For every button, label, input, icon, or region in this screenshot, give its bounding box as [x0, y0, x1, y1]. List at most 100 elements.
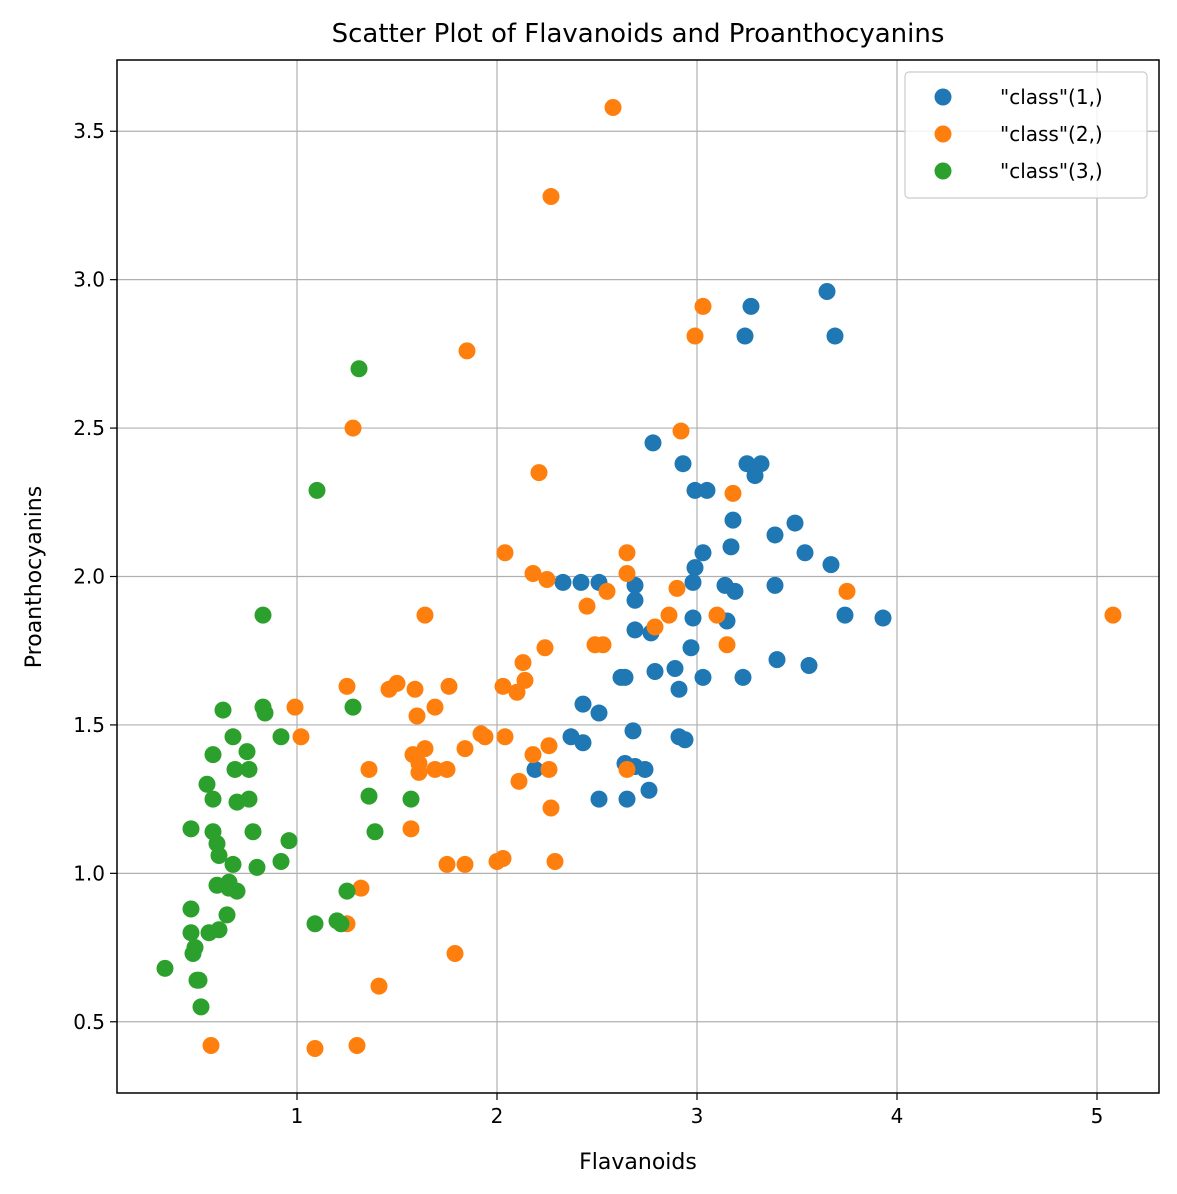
data-point [406, 680, 424, 698]
data-point [200, 924, 218, 942]
y-tick-label: 1.5 [73, 713, 105, 737]
data-point [818, 283, 836, 301]
data-point [360, 760, 378, 778]
legend: "class"(1,) "class"(2,) "class"(3,) [904, 71, 1148, 199]
data-point [684, 609, 702, 627]
data-point [280, 832, 298, 850]
data-point [402, 790, 420, 808]
data-point [380, 680, 398, 698]
data-point [540, 737, 558, 755]
data-point [508, 683, 526, 701]
data-point [694, 297, 712, 315]
y-tick-label: 2.5 [73, 416, 105, 440]
data-point [256, 704, 274, 722]
data-point [426, 760, 444, 778]
data-point [476, 728, 494, 746]
data-point [1104, 606, 1122, 624]
data-point [618, 790, 636, 808]
data-point [338, 882, 356, 900]
data-point [272, 852, 290, 870]
y-tick-label: 3.5 [73, 119, 105, 143]
legend-label: "class"(2,) [1000, 122, 1103, 146]
x-tick-label: 1 [291, 1104, 304, 1128]
legend-marker [934, 162, 952, 180]
data-point [694, 668, 712, 686]
data-point [800, 657, 818, 675]
data-point [646, 662, 664, 680]
data-point [438, 855, 456, 873]
data-point [416, 606, 434, 624]
data-point [494, 849, 512, 867]
data-point [672, 422, 690, 440]
data-point [192, 998, 210, 1016]
data-point [514, 654, 532, 672]
data-point [182, 820, 200, 838]
data-point [456, 740, 474, 758]
data-point [538, 570, 556, 588]
data-point [542, 188, 560, 206]
data-point [244, 823, 262, 841]
data-point [410, 763, 428, 781]
x-tick-label: 5 [1091, 1104, 1104, 1128]
legend-marker [934, 125, 952, 143]
data-point [618, 544, 636, 562]
data-point [524, 565, 542, 583]
data-point [536, 639, 554, 657]
data-point [722, 538, 740, 556]
data-point [686, 559, 704, 577]
data-point [686, 481, 704, 499]
data-point [668, 579, 686, 597]
data-point [736, 327, 754, 345]
data-point [786, 514, 804, 532]
x-tick-label: 3 [691, 1104, 704, 1128]
data-point [590, 704, 608, 722]
data-point [836, 606, 854, 624]
data-point [694, 544, 712, 562]
data-point [734, 668, 752, 686]
data-point [182, 900, 200, 918]
data-point [238, 743, 256, 761]
legend-label: "class"(1,) [1000, 85, 1103, 109]
data-point [698, 481, 716, 499]
data-point [306, 1039, 324, 1057]
data-point [636, 760, 654, 778]
data-point [190, 971, 208, 989]
data-point [352, 879, 370, 897]
y-axis-title: Proanthocyanins [22, 486, 47, 668]
data-point [496, 728, 514, 746]
data-point [676, 731, 694, 749]
data-point [726, 582, 744, 600]
data-point [768, 651, 786, 669]
data-point [402, 820, 420, 838]
axis-ticks: 1 2 3 4 5 0.5 1.0 1.5 2.0 2.5 3.0 3.5 [73, 119, 1103, 1128]
data-point [670, 680, 688, 698]
data-point [240, 790, 258, 808]
data-point [618, 565, 636, 583]
data-point [224, 855, 242, 873]
data-point [156, 959, 174, 977]
data-point [572, 573, 590, 591]
data-point [742, 297, 760, 315]
data-point [640, 781, 658, 799]
data-point [510, 772, 528, 790]
data-point [494, 677, 512, 695]
x-tick-label: 4 [891, 1104, 904, 1128]
data-point [822, 556, 840, 574]
legend-box [904, 71, 1148, 199]
data-point [350, 360, 368, 378]
data-point [682, 639, 700, 657]
data-point [646, 618, 664, 636]
data-point [746, 467, 764, 485]
data-point [254, 606, 272, 624]
data-point [496, 544, 514, 562]
data-point [202, 1037, 220, 1055]
data-point [456, 855, 474, 873]
legend-label: "class"(3,) [1000, 159, 1103, 183]
data-point [344, 419, 362, 437]
data-point [644, 434, 662, 452]
data-point [766, 526, 784, 544]
data-point [526, 760, 544, 778]
data-point [574, 695, 592, 713]
data-point [218, 906, 236, 924]
